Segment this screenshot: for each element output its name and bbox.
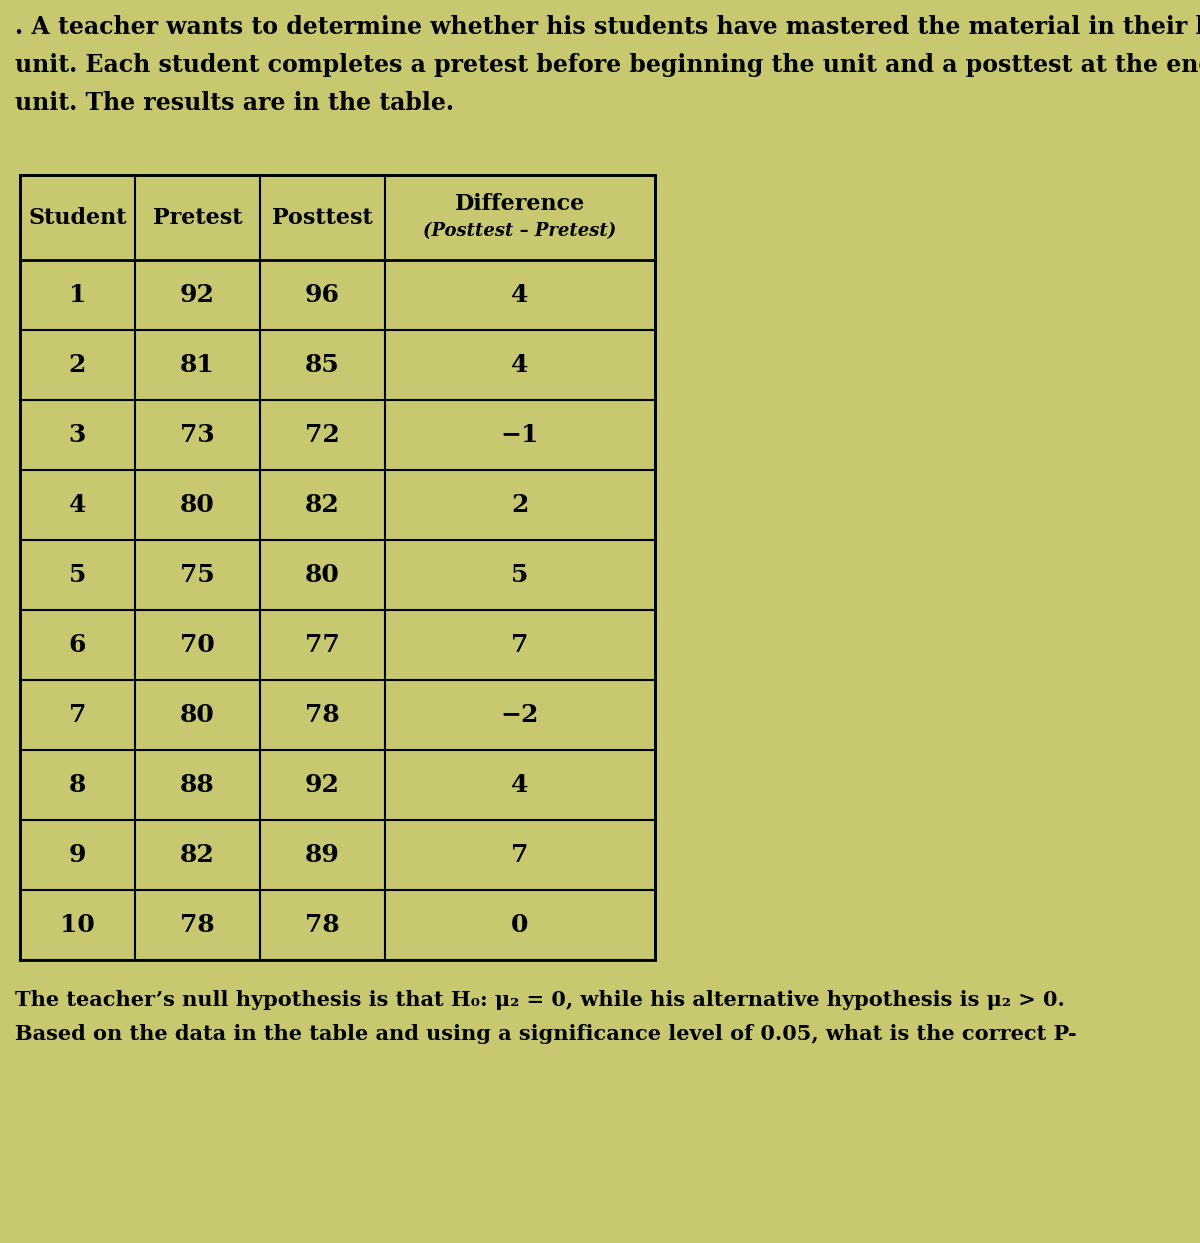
Text: −2: −2	[500, 704, 539, 727]
Text: 4: 4	[68, 493, 86, 517]
Text: The teacher’s null hypothesis is that H₀: μ₂ = 0, while his alternative hypothes: The teacher’s null hypothesis is that H₀…	[14, 989, 1064, 1011]
Text: Posttest: Posttest	[272, 206, 373, 229]
Text: 4: 4	[511, 353, 529, 377]
Text: 7: 7	[68, 704, 86, 727]
Text: 80: 80	[305, 563, 340, 587]
Text: 85: 85	[305, 353, 340, 377]
Text: 10: 10	[60, 914, 95, 937]
Bar	[20, 175, 655, 960]
Text: (Posttest – Pretest): (Posttest – Pretest)	[424, 222, 617, 240]
Text: −1: −1	[500, 423, 539, 447]
Text: 78: 78	[305, 704, 340, 727]
Text: 78: 78	[305, 914, 340, 937]
Text: 82: 82	[305, 493, 340, 517]
Text: 3: 3	[68, 423, 86, 447]
Text: 6: 6	[68, 633, 86, 658]
Text: 9: 9	[68, 843, 86, 868]
Text: Based on the data in the table and using a significance level of 0.05, what is t: Based on the data in the table and using…	[14, 1024, 1076, 1044]
Text: 8: 8	[68, 773, 86, 797]
Text: . A teacher wants to determine whether his students have mastered the material i: . A teacher wants to determine whether h…	[14, 15, 1200, 39]
Text: 5: 5	[511, 563, 529, 587]
Text: 73: 73	[180, 423, 215, 447]
Text: 70: 70	[180, 633, 215, 658]
Text: 1: 1	[68, 283, 86, 307]
Text: 2: 2	[511, 493, 529, 517]
Text: 78: 78	[180, 914, 215, 937]
Text: Difference: Difference	[455, 193, 586, 215]
Text: 92: 92	[180, 283, 215, 307]
Text: 72: 72	[305, 423, 340, 447]
Text: 7: 7	[511, 633, 529, 658]
Text: 75: 75	[180, 563, 215, 587]
Text: unit. The results are in the table.: unit. The results are in the table.	[14, 91, 454, 116]
Text: 0: 0	[511, 914, 529, 937]
Text: Pretest: Pretest	[152, 206, 242, 229]
Text: 80: 80	[180, 704, 215, 727]
Text: 88: 88	[180, 773, 215, 797]
Text: 4: 4	[511, 773, 529, 797]
Text: 92: 92	[305, 773, 340, 797]
Text: 7: 7	[511, 843, 529, 868]
Text: 80: 80	[180, 493, 215, 517]
Text: 77: 77	[305, 633, 340, 658]
Text: unit. Each student completes a pretest before beginning the unit and a posttest : unit. Each student completes a pretest b…	[14, 53, 1200, 77]
Text: Student: Student	[29, 206, 127, 229]
Text: 96: 96	[305, 283, 340, 307]
Text: 82: 82	[180, 843, 215, 868]
Text: 81: 81	[180, 353, 215, 377]
Text: 2: 2	[68, 353, 86, 377]
Text: 89: 89	[305, 843, 340, 868]
Text: 4: 4	[511, 283, 529, 307]
Text: 5: 5	[68, 563, 86, 587]
